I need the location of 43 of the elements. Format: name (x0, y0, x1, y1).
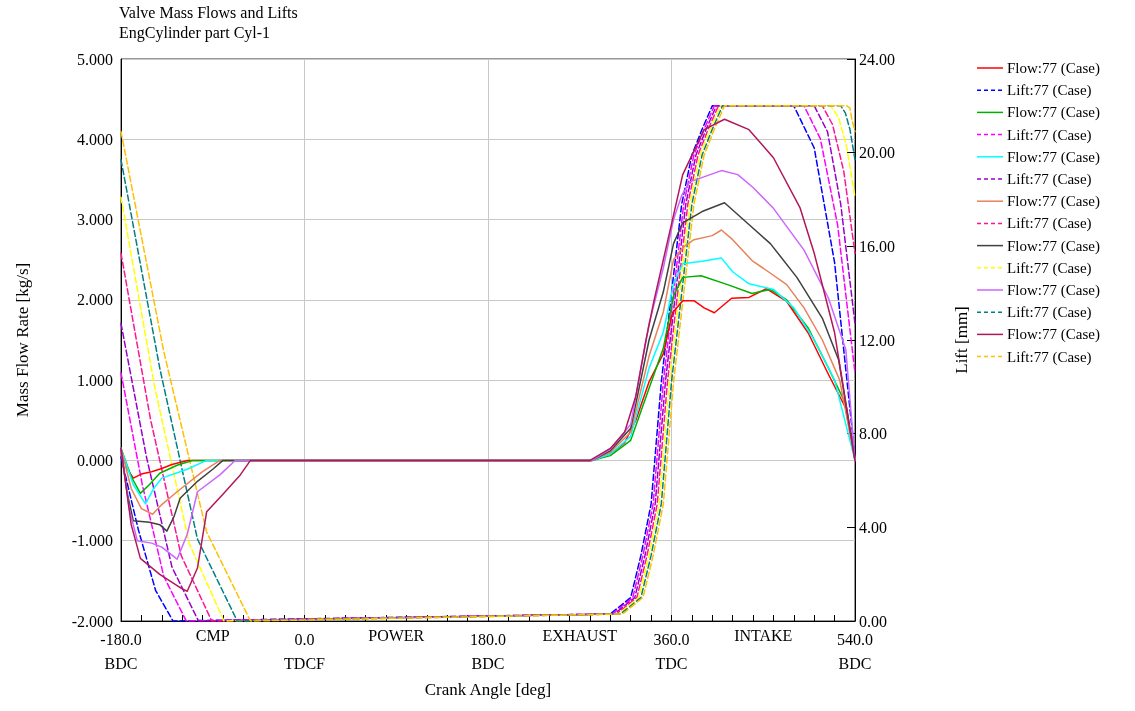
y-tick-label: 2.000 (77, 291, 113, 309)
y-tick-label: -1.000 (71, 532, 113, 550)
y2-tick-label: 12.00 (859, 331, 895, 349)
legend-label: Flow:77 (Case) (1007, 282, 1100, 299)
chart-subtitle: EngCylinder part Cyl-1 (119, 23, 271, 42)
y-axis-title: Mass Flow Rate [kg/s] (13, 262, 32, 418)
y2-tick-label: 4.00 (859, 518, 887, 536)
y-tick-label: 4.000 (77, 130, 113, 148)
x-tick-label: 540.0 BDC (837, 630, 873, 672)
legend-label: Lift:77 (Case) (1007, 259, 1092, 277)
legend-label: Flow:77 (Case) (1007, 237, 1100, 255)
legend-label: Flow:77 (Case) (1007, 104, 1100, 122)
legend-label: Lift:77 (Case) (1007, 304, 1092, 322)
x-axis-title: Crank Angle [deg] (424, 680, 552, 699)
legend-label: Lift:77 (Case) (1007, 215, 1092, 233)
y2-axis-title: Lift [mm] (952, 306, 971, 374)
legend-label: Flow:77 (Case) (1007, 148, 1100, 166)
y2-tick-label: 20.00 (859, 144, 895, 162)
x-tick-label: 180.0 BDC (470, 630, 506, 672)
legend-label: Lift:77 (Case) (1007, 82, 1092, 100)
legend-label: Lift:77 (Case) (1007, 171, 1092, 188)
y-tick-label: 5.000 (77, 50, 113, 68)
legend-label: Flow:77 (Case) (1007, 193, 1100, 211)
y2-tick-label: 0.00 (859, 612, 887, 630)
x-tick-label: 0.0 TDCF (284, 630, 326, 672)
text: INTAKE (734, 626, 793, 644)
y2-tick-label: 8.00 (859, 425, 887, 443)
text: CMP (195, 626, 230, 644)
y-tick-label: -2.000 (71, 612, 113, 630)
y2-tick-label: 16.00 (859, 237, 895, 255)
y2-tick-label: 24.00 (859, 50, 895, 68)
x-tick-label: 360.0 TDC (653, 630, 690, 672)
legend-label: Lift:77 (Case) (1007, 348, 1092, 366)
text: EXHAUST (542, 626, 618, 644)
x-tick-label: -180.0 BDC (100, 630, 142, 672)
y-tick-label: 1.000 (77, 371, 113, 389)
legend-label: Flow:77 (Case) (1007, 326, 1100, 344)
legend-label: Flow:77 (Case) (1007, 60, 1100, 77)
y-tick-label: 3.000 (77, 211, 113, 229)
text: POWER (368, 626, 425, 644)
y-tick-label: 0.000 (77, 451, 113, 469)
legend-label: Lift:77 (Case) (1007, 126, 1092, 144)
chart-title: Valve Mass Flows and Lifts (119, 3, 298, 21)
